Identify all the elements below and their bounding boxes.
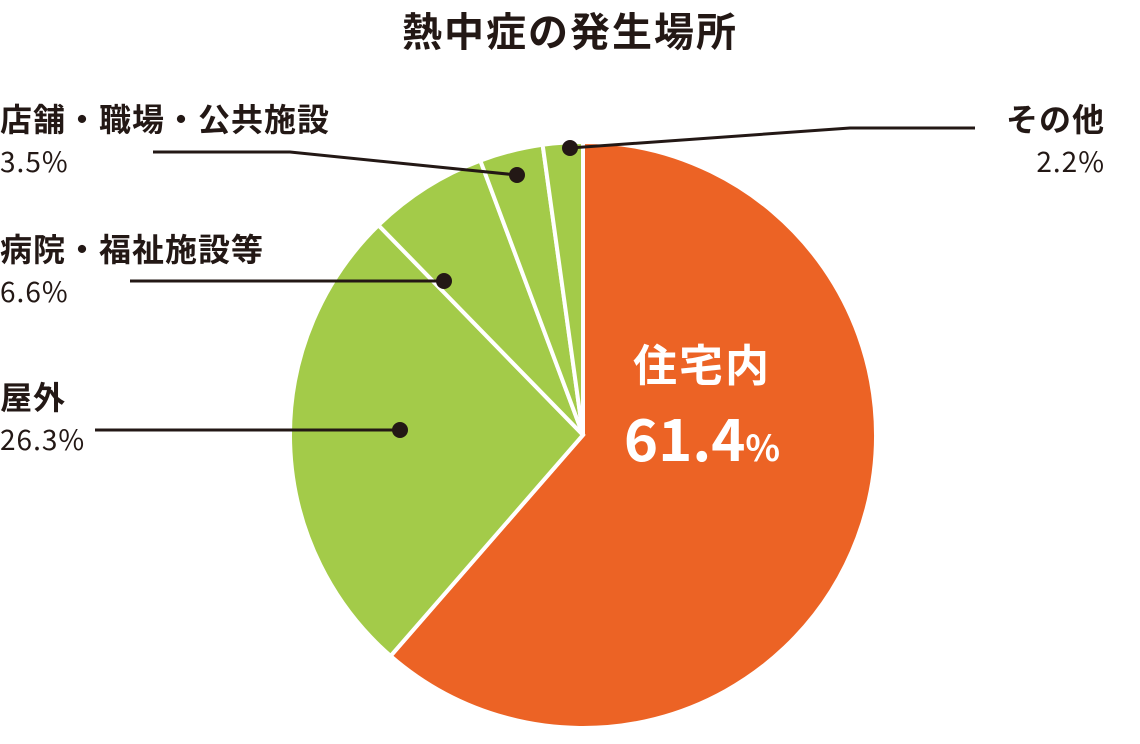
leader-line-other — [570, 128, 975, 148]
slice-label-home-name: 住宅内 — [592, 330, 812, 394]
leader-dot-other — [562, 140, 578, 156]
slice-label-hospital-pct: 6.6% — [0, 271, 264, 311]
slice-label-shops-name: 店舗・職場・公共施設 — [0, 95, 330, 141]
slice-label-outdoor-name: 屋外 — [0, 373, 85, 419]
slice-label-outdoor-pct: 26.3% — [0, 419, 85, 459]
slice-label-outdoor: 屋外 26.3% — [0, 373, 85, 459]
slice-label-other: その他 2.2% — [985, 95, 1105, 181]
slice-label-hospital-name: 病院・福祉施設等 — [0, 225, 264, 271]
slice-label-home-pct-number: 61.4 — [624, 394, 746, 478]
slice-label-shops: 店舗・職場・公共施設 3.5% — [0, 95, 330, 181]
percent-sign-icon: % — [745, 420, 780, 472]
slice-label-other-pct: 2.2% — [985, 141, 1105, 181]
leader-dot-hospital — [436, 273, 452, 289]
slice-label-home-pct: 61.4% — [592, 394, 812, 478]
slice-label-other-name: その他 — [985, 95, 1105, 141]
leader-dot-outdoor — [392, 422, 408, 438]
slice-label-hospital: 病院・福祉施設等 6.6% — [0, 225, 264, 311]
leader-dot-shops — [509, 167, 525, 183]
slice-label-home: 住宅内 61.4% — [592, 330, 812, 478]
slice-label-shops-pct: 3.5% — [0, 141, 330, 181]
